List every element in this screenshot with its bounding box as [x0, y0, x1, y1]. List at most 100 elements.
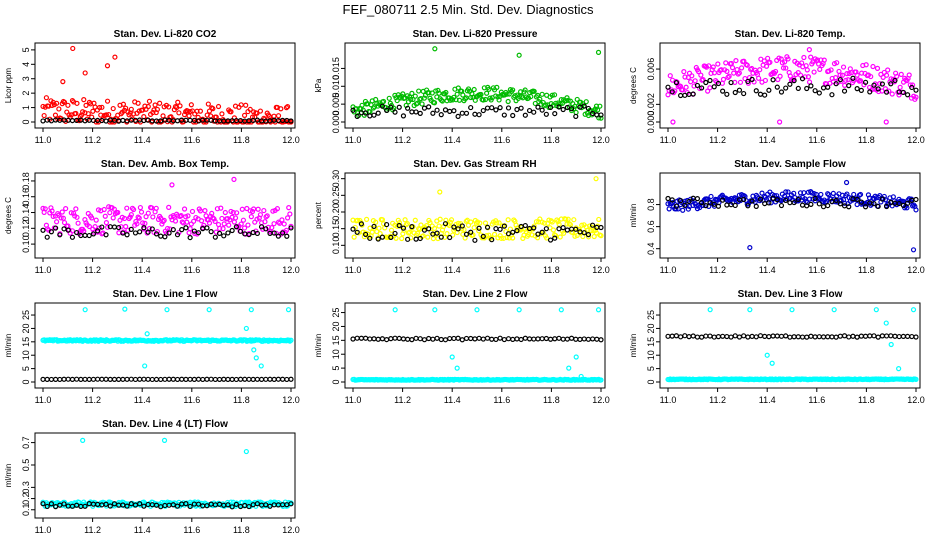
- data-point-black: [552, 110, 558, 117]
- data-point-colored: [555, 219, 561, 225]
- data-point-outlier: [670, 119, 676, 125]
- data-point-colored: [281, 221, 287, 227]
- data-point-colored: [832, 75, 839, 81]
- data-point-black: [275, 376, 281, 382]
- data-point-colored: [172, 218, 179, 224]
- data-point-black: [174, 232, 181, 238]
- x-tick-label: 11.8: [543, 135, 560, 145]
- data-point-colored: [41, 112, 47, 119]
- y-tick-label: 10: [331, 349, 341, 359]
- data-point-black: [132, 230, 139, 236]
- data-point-black: [535, 104, 541, 110]
- data-point-black: [74, 376, 80, 382]
- data-point-black: [699, 199, 705, 206]
- plot-7: Stan. Dev. Line 1 Flow 11.0 11.2 11.4 11.6 11…: [4, 289, 300, 405]
- data-point-black: [61, 501, 67, 507]
- data-point-colored: [782, 59, 788, 65]
- data-point-black: [543, 111, 549, 117]
- plot-frame: [659, 302, 921, 389]
- data-point-black: [816, 201, 822, 207]
- data-point-black: [678, 198, 684, 204]
- data-point-colored: [741, 58, 747, 64]
- data-point-colored: [557, 234, 563, 240]
- data-point-black: [484, 105, 491, 111]
- data-point-colored: [739, 65, 745, 71]
- data-point-black: [804, 203, 810, 209]
- data-point-black: [417, 235, 423, 242]
- data-point-colored: [447, 219, 453, 225]
- data-point-colored: [285, 104, 291, 110]
- data-point-outlier: [843, 179, 850, 186]
- data-point-outlier: [104, 63, 111, 69]
- data-point-black: [665, 333, 671, 339]
- data-point-black: [233, 501, 239, 507]
- data-point-colored: [685, 206, 691, 212]
- data-point-colored: [591, 233, 597, 240]
- data-point-outlier: [896, 366, 902, 372]
- data-point-colored: [388, 227, 395, 233]
- data-point-black: [862, 79, 869, 85]
- data-point-colored: [49, 208, 55, 214]
- data-point-colored: [531, 88, 537, 94]
- data-point-colored: [274, 206, 281, 212]
- data-point-black: [463, 110, 470, 116]
- data-point-black: [124, 503, 130, 509]
- data-point-black: [200, 376, 206, 383]
- y-axis-label: ml/min: [4, 334, 13, 358]
- data-point-colored: [910, 82, 916, 88]
- data-point-black: [787, 334, 793, 340]
- data-point-black: [438, 336, 444, 343]
- data-point-black: [417, 336, 423, 342]
- data-point-colored: [417, 226, 423, 232]
- data-point-outlier: [258, 363, 264, 369]
- data-point-black: [434, 107, 440, 113]
- data-point-black: [774, 84, 780, 90]
- data-point-colored: [286, 337, 292, 343]
- data-point-colored: [805, 74, 812, 80]
- data-point-colored: [197, 108, 204, 114]
- data-point-colored: [563, 216, 569, 222]
- data-point-colored: [53, 100, 60, 106]
- data-point-black: [888, 81, 894, 87]
- data-point-black: [204, 225, 210, 231]
- data-point-colored: [154, 106, 160, 113]
- data-point-black: [212, 376, 218, 383]
- data-point-black: [65, 227, 71, 233]
- data-point-black: [271, 230, 277, 236]
- data-point-colored: [410, 96, 416, 103]
- data-point-colored: [127, 214, 133, 220]
- data-point-black: [388, 104, 394, 110]
- data-point-outlier: [806, 47, 812, 53]
- data-point-black: [229, 227, 235, 234]
- data-point-black: [166, 376, 172, 382]
- data-point-black: [187, 117, 193, 123]
- data-point-black: [493, 336, 499, 343]
- data-point-black: [174, 376, 181, 383]
- data-point-black: [413, 335, 419, 341]
- data-point-colored: [277, 220, 283, 226]
- data-point-colored: [275, 219, 282, 225]
- data-point-black: [665, 195, 671, 202]
- data-point-colored: [285, 215, 291, 221]
- data-point-colored: [400, 91, 406, 97]
- data-point-black: [547, 237, 554, 243]
- data-point-colored: [433, 88, 439, 94]
- data-point-black: [371, 336, 377, 342]
- data-point-colored: [241, 112, 248, 118]
- data-point-colored: [194, 108, 200, 114]
- data-point-black: [48, 376, 55, 383]
- data-point-colored: [137, 204, 143, 211]
- y-tick-label: 0.005: [331, 93, 341, 116]
- data-point-colored: [145, 210, 151, 216]
- data-point-black: [497, 105, 503, 111]
- data-point-colored: [533, 219, 540, 225]
- data-point-black: [400, 225, 407, 231]
- y-tick-label: 0: [331, 379, 341, 384]
- data-point-colored: [834, 60, 840, 66]
- data-point-black: [225, 230, 231, 236]
- data-point-black: [480, 107, 486, 114]
- data-point-black: [476, 335, 482, 341]
- x-tick-label: 12.0: [907, 395, 925, 405]
- data-point-colored: [220, 226, 226, 232]
- data-point-outlier: [243, 448, 249, 455]
